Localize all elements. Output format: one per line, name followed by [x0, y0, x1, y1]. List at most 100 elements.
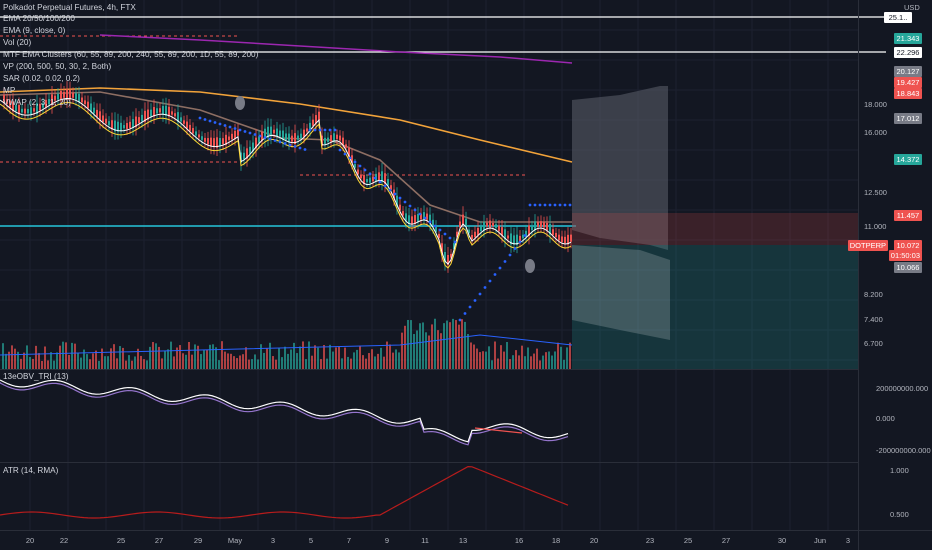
volume-bar — [506, 341, 508, 369]
sar-dot — [483, 286, 487, 289]
volume-bar — [389, 344, 391, 369]
volume-bar — [458, 324, 460, 369]
volume-bar — [71, 342, 73, 369]
volume-bar — [416, 330, 418, 369]
volume-bar — [224, 351, 226, 369]
volume-bar — [281, 357, 283, 369]
sar-dot — [383, 184, 387, 188]
volume-bar — [233, 356, 235, 369]
volume-bar — [179, 345, 181, 369]
volume-bar — [527, 347, 529, 369]
chart-title[interactable]: Polkadot Perpetual Futures, 4h, FTX — [3, 3, 136, 12]
candle-body — [453, 243, 455, 249]
sar-dot — [528, 203, 532, 207]
sar-dot — [288, 143, 292, 147]
candle-body — [60, 90, 62, 101]
candle-body — [216, 137, 218, 148]
volume-bar — [155, 343, 157, 369]
candle-body — [159, 108, 161, 113]
legend-ema-9[interactable]: EMA (9, close, 0) — [3, 26, 66, 35]
candle-body — [120, 122, 122, 131]
price-axis-tick: 6.700 — [864, 339, 883, 348]
volume-bar — [200, 354, 202, 369]
volume-bar — [137, 348, 139, 369]
time-axis-tick: 16 — [514, 536, 524, 545]
pane-separator-1[interactable] — [0, 369, 858, 370]
sar-dot — [518, 240, 522, 244]
candle-body — [150, 109, 152, 117]
sar-dot — [458, 318, 462, 322]
volume-bar — [401, 332, 403, 369]
volume-bar — [470, 342, 472, 369]
candle-body — [255, 137, 257, 149]
candle-body — [324, 137, 326, 144]
time-axis-tick: 18 — [551, 536, 561, 545]
candle-body — [378, 172, 380, 181]
candle-body — [507, 235, 509, 239]
candle-body — [471, 234, 473, 240]
volume-bar — [284, 346, 286, 369]
candle-body — [87, 101, 89, 108]
sar-dot — [213, 121, 217, 124]
candle-body — [477, 227, 479, 236]
candle-body — [126, 123, 128, 129]
candle-body — [264, 128, 266, 140]
volume-bar — [359, 345, 361, 369]
volume-bar — [203, 349, 205, 369]
volume-bar — [302, 341, 304, 369]
candle-body — [252, 142, 254, 151]
legend-obv[interactable]: 13eOBV_TRI (13) — [3, 372, 69, 381]
candle-body — [357, 169, 359, 175]
legend-ema-clusters[interactable]: EMA 20/50/100/200 — [3, 14, 75, 23]
volume-bar — [59, 345, 61, 369]
sar-dot — [303, 148, 307, 151]
candle-body — [39, 103, 41, 111]
sar-dot — [388, 188, 392, 192]
volume-bar — [512, 355, 514, 369]
candle-body — [459, 221, 461, 228]
time-axis-tick: 11 — [421, 536, 429, 545]
legend-volume[interactable]: Vol (20) — [3, 38, 32, 47]
candle-body — [444, 252, 446, 263]
legend-mp[interactable]: MP — [3, 86, 16, 95]
candle-body — [417, 214, 419, 222]
price-axis-tick: 11.000 — [864, 222, 887, 231]
candle-body — [405, 213, 407, 222]
pane-separator-2[interactable] — [0, 462, 858, 463]
legend-vwap[interactable]: VWAP (2, 3, 1, 20) — [3, 98, 71, 107]
volume-bar — [290, 349, 292, 369]
legend-sar[interactable]: SAR (0.02, 0.02, 0.2) — [3, 74, 80, 83]
volume-bar — [131, 360, 133, 369]
sar-dot — [238, 128, 242, 132]
candle-body — [498, 225, 500, 232]
candle-body — [531, 225, 533, 231]
sar-dot — [448, 236, 452, 240]
obv-signal-line — [0, 382, 569, 446]
volume-bar — [419, 323, 421, 369]
sar-dot — [308, 128, 312, 132]
volume-bar — [485, 351, 487, 369]
legend-mtf-ema[interactable]: MTF EMA Clusters (60, 55, 89, 200, 240, … — [3, 50, 259, 59]
candle-body — [348, 147, 350, 157]
volume-bar — [92, 353, 94, 369]
candle-body — [420, 213, 422, 220]
volume-bar — [170, 341, 172, 369]
sar-dot — [223, 124, 227, 127]
volume-bar — [446, 320, 448, 369]
candle-body — [270, 126, 272, 137]
candle-body — [387, 179, 389, 186]
volume-bar — [254, 354, 256, 369]
candle-body — [51, 94, 53, 106]
legend-volume-profile[interactable]: VP (200, 500, 50, 30, 2, Both) — [3, 62, 112, 71]
candle-body — [102, 115, 104, 123]
volume-bar — [449, 322, 451, 369]
candle-body — [381, 171, 383, 182]
candle-body — [411, 216, 413, 225]
volume-bar — [263, 352, 265, 369]
legend-atr[interactable]: ATR (14, RMA) — [3, 466, 59, 475]
volume-bar — [230, 353, 232, 369]
volume-bar — [398, 352, 400, 369]
volume-bar — [551, 355, 553, 369]
candle-body — [525, 230, 527, 237]
